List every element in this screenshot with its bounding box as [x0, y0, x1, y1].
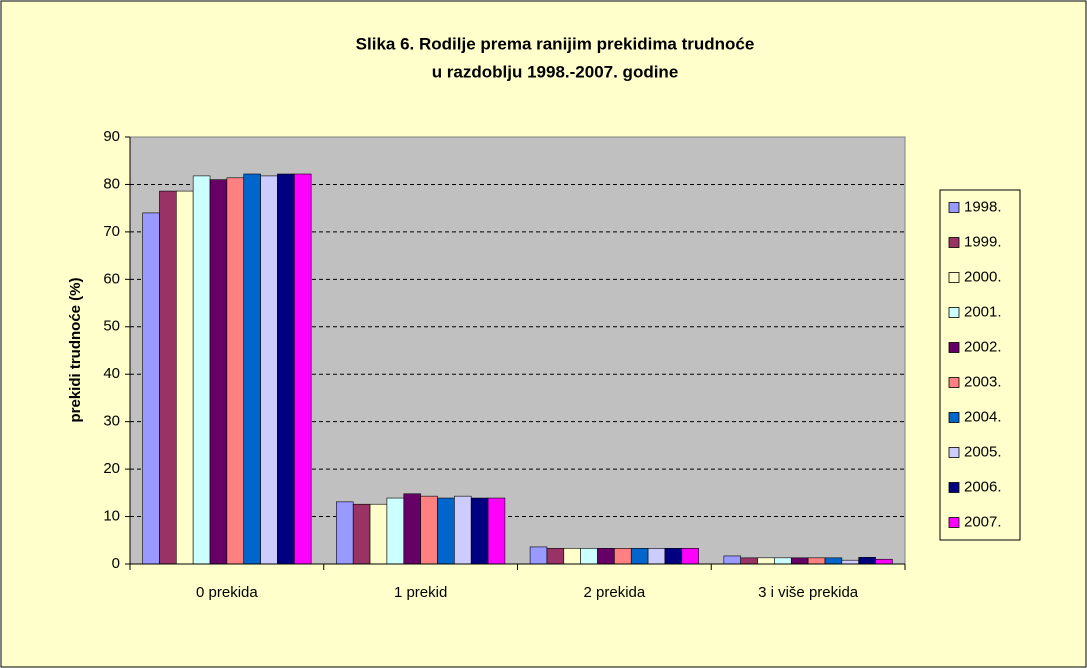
bar	[142, 212, 160, 565]
y-tick-label: 20	[103, 460, 120, 477]
bar	[454, 495, 472, 565]
y-tick-label: 30	[103, 413, 120, 430]
bar	[563, 548, 581, 565]
bar	[807, 557, 826, 565]
bar	[614, 548, 632, 565]
bar	[352, 503, 371, 565]
legend-label: 2002.	[964, 338, 1002, 355]
legend-label: 1998.	[964, 198, 1002, 215]
bar	[336, 501, 354, 565]
legend-label: 2004.	[964, 408, 1002, 425]
legend-swatch	[948, 377, 960, 388]
y-tick-label: 90	[103, 128, 120, 145]
bar	[209, 179, 228, 565]
bar	[580, 548, 598, 565]
bar	[757, 557, 775, 565]
y-tick-label: 50	[103, 318, 120, 335]
legend-label: 2007.	[964, 513, 1002, 530]
legend-box	[939, 189, 1021, 541]
bar	[597, 548, 615, 565]
legend-swatch	[948, 237, 960, 248]
bar	[664, 548, 683, 565]
bar	[546, 548, 565, 565]
bar	[243, 173, 261, 565]
bar	[159, 190, 177, 565]
y-tick-label: 60	[103, 270, 120, 287]
y-tick-label: 70	[103, 223, 120, 240]
x-tick-label: 1 prekid	[394, 584, 447, 601]
legend-swatch	[948, 307, 960, 318]
bar	[470, 497, 489, 565]
bar	[420, 495, 438, 565]
x-tick-label: 0 prekida	[196, 584, 258, 601]
legend-label: 2000.	[964, 268, 1002, 285]
y-tick-label: 80	[103, 175, 120, 192]
bar	[790, 557, 809, 565]
bar	[293, 173, 312, 565]
bar	[774, 557, 792, 565]
legend-label: 1999.	[964, 233, 1002, 250]
legend-swatch	[948, 447, 960, 458]
bar	[723, 555, 742, 565]
legend-swatch	[948, 482, 960, 493]
y-tick-label: 0	[112, 555, 120, 572]
y-tick-label: 10	[103, 508, 120, 525]
bar	[487, 497, 506, 565]
bar	[386, 497, 405, 565]
bar	[740, 557, 758, 565]
x-tick-label: 2 prekida	[584, 584, 646, 601]
bar	[369, 503, 388, 565]
legend-label: 2003.	[964, 373, 1002, 390]
bar	[630, 548, 649, 565]
bar	[824, 557, 843, 565]
bar	[647, 548, 666, 565]
chart-title: u razdoblju 1998.-2007. godine	[432, 62, 679, 81]
bar	[875, 558, 893, 565]
legend-swatch	[948, 412, 960, 423]
bar	[192, 175, 211, 565]
bar	[403, 493, 421, 565]
bar	[529, 546, 548, 565]
legend-label: 2005.	[964, 443, 1002, 460]
legend-label: 2006.	[964, 478, 1002, 495]
bar	[841, 559, 859, 565]
legend-swatch	[948, 202, 960, 213]
bar	[681, 548, 699, 565]
y-tick-label: 40	[103, 365, 120, 382]
bar	[226, 177, 245, 565]
x-tick-label: 3 i više prekida	[758, 584, 859, 601]
legend-swatch	[948, 272, 960, 283]
bar	[277, 173, 295, 565]
chart-title: Slika 6. Rodilje prema ranijim prekidima…	[356, 34, 755, 53]
legend-swatch	[948, 342, 960, 353]
bar	[176, 190, 194, 565]
bar	[437, 497, 455, 565]
legend-label: 2001.	[964, 303, 1002, 320]
legend-swatch	[948, 517, 960, 528]
bar	[858, 557, 876, 565]
y-axis-title: prekidi trudnoće (%)	[67, 277, 84, 422]
bar	[260, 175, 278, 565]
